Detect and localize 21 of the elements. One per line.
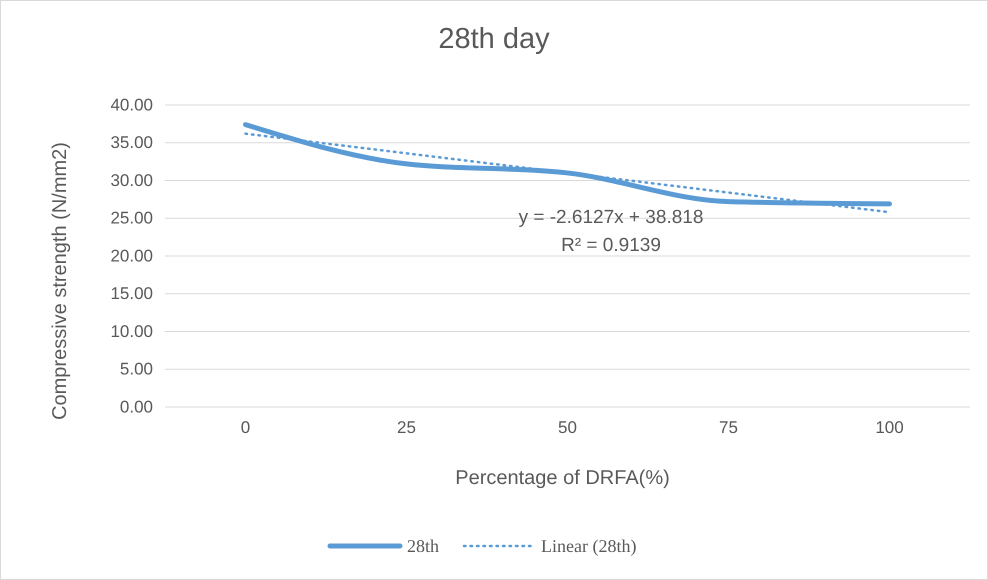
x-tick-label: 0 [240,418,250,438]
x-tick-label: 75 [719,418,738,438]
y-tick-label: 15.00 [110,284,153,304]
legend-label: Linear (28th) [541,536,636,556]
legend-label: 28th [407,536,440,556]
y-tick-label: 0.00 [120,397,153,416]
annotation: y = -2.6127x + 38.818 [518,207,704,228]
chart-title: 28th day [438,23,550,55]
y-tick-label: 35.00 [110,133,153,152]
y-tick-label: 20.00 [110,246,153,266]
y-axis-title: Compressive strength (N/mm2) [49,142,71,420]
annotation: R² = 0.9139 [561,235,661,256]
x-tick-label: 25 [397,418,416,438]
y-tick-label: 40.00 [110,95,153,114]
x-axis-title: Percentage of DRFA(%) [455,467,670,489]
y-tick-label: 5.00 [120,360,153,379]
x-tick-label: 100 [875,418,904,438]
y-tick-label: 30.00 [110,170,153,190]
x-tick-label: 50 [558,418,577,438]
y-tick-label: 25.00 [110,208,153,228]
y-tick-label: 10.00 [110,322,153,341]
